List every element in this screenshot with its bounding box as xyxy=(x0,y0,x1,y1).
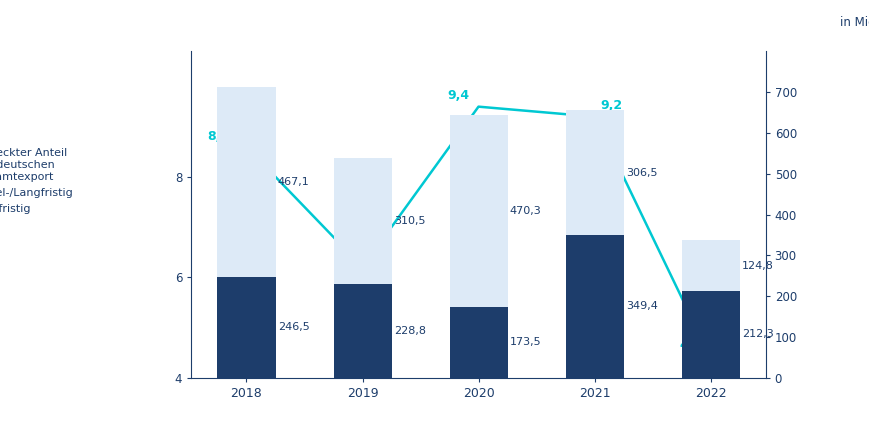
Bar xyxy=(449,115,507,378)
Text: 8,6: 8,6 xyxy=(207,130,229,143)
Text: 467,1: 467,1 xyxy=(277,177,309,187)
Bar xyxy=(565,110,623,378)
Text: 228,8: 228,8 xyxy=(394,326,425,336)
Text: 9,4: 9,4 xyxy=(447,89,468,102)
Text: 246,5: 246,5 xyxy=(277,322,309,332)
Bar xyxy=(217,277,275,378)
Legend: gedeckter Anteil
am deutschen
Gesamtexport, Mittel-/Langfristig, Kurzfristig: gedeckter Anteil am deutschen Gesamtexpo… xyxy=(0,148,73,214)
Text: 310,5: 310,5 xyxy=(394,216,425,226)
Text: 349,4: 349,4 xyxy=(625,301,657,311)
Bar xyxy=(680,291,739,378)
Bar xyxy=(333,284,391,378)
Text: 4,4: 4,4 xyxy=(678,339,700,353)
Text: 6,2: 6,2 xyxy=(368,250,390,263)
Bar xyxy=(680,240,739,378)
Text: 212,3: 212,3 xyxy=(741,329,773,339)
Text: 9,2: 9,2 xyxy=(600,99,621,112)
Bar xyxy=(217,87,275,378)
Text: 306,5: 306,5 xyxy=(625,168,657,178)
Text: in Mio. EUR: in Mio. EUR xyxy=(839,15,869,29)
Bar xyxy=(449,307,507,378)
Text: 173,5: 173,5 xyxy=(509,337,541,347)
Text: 470,3: 470,3 xyxy=(509,206,541,216)
Bar xyxy=(565,235,623,378)
Text: 124,8: 124,8 xyxy=(741,260,773,271)
Bar xyxy=(333,158,391,378)
